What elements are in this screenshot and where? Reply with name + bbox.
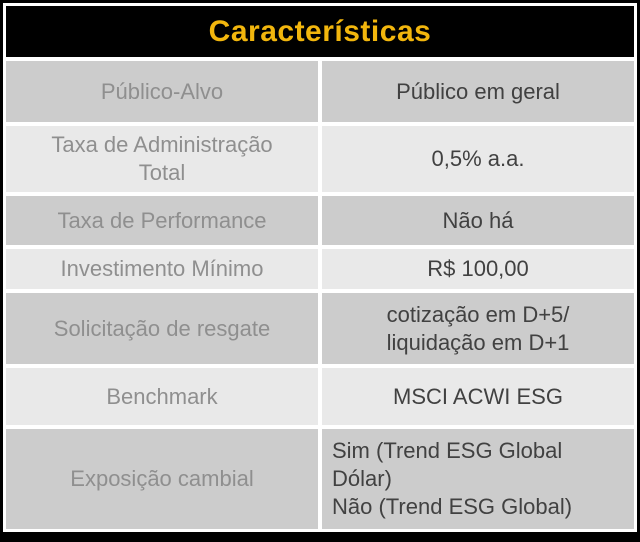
row-label-solicitacao-resgate: Solicitação de resgate	[6, 293, 318, 364]
row-value-exposicao-cambial: Sim (Trend ESG Global Dólar) Não (Trend …	[322, 429, 634, 529]
table-row: Exposição cambial Sim (Trend ESG Global …	[6, 429, 634, 529]
row-label-benchmark: Benchmark	[6, 368, 318, 425]
row-label-publico-alvo: Público-Alvo	[6, 61, 318, 122]
table-title: Características	[208, 14, 432, 48]
table-row: Investimento Mínimo R$ 100,00	[6, 249, 634, 289]
row-label-taxa-performance: Taxa de Performance	[6, 196, 318, 245]
table-row: Público-Alvo Público em geral	[6, 61, 634, 122]
row-value-benchmark: MSCI ACWI ESG	[322, 368, 634, 425]
row-value-solicitacao-resgate: cotização em D+5/ liquidação em D+1	[322, 293, 634, 364]
table-row: Solicitação de resgate cotização em D+5/…	[6, 293, 634, 364]
bottom-border	[0, 532, 640, 542]
table-row: Taxa de Performance Não há	[6, 196, 634, 245]
table-body: Características Público-Alvo Público em …	[3, 3, 637, 532]
table-title-bar: Características	[6, 6, 634, 57]
row-label-exposicao-cambial: Exposição cambial	[6, 429, 318, 529]
row-value-investimento-minimo: R$ 100,00	[322, 249, 634, 289]
row-value-taxa-performance: Não há	[322, 196, 634, 245]
row-label-taxa-administracao: Taxa de Administração Total	[6, 126, 318, 192]
row-label-investimento-minimo: Investimento Mínimo	[6, 249, 318, 289]
table-row: Taxa de Administração Total 0,5% a.a.	[6, 126, 634, 192]
row-value-taxa-administracao: 0,5% a.a.	[322, 126, 634, 192]
row-value-publico-alvo: Público em geral	[322, 61, 634, 122]
table-row: Benchmark MSCI ACWI ESG	[6, 368, 634, 425]
